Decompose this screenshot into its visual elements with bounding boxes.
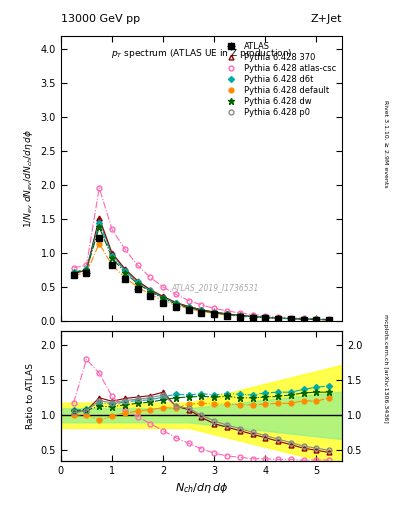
Text: ATLAS_2019_I1736531: ATLAS_2019_I1736531 [172, 283, 259, 292]
Text: Rivet 3.1.10, ≥ 2.9M events: Rivet 3.1.10, ≥ 2.9M events [383, 99, 388, 187]
X-axis label: $N_{ch}/d\eta\,d\phi$: $N_{ch}/d\eta\,d\phi$ [174, 481, 228, 495]
Legend: ATLAS, Pythia 6.428 370, Pythia 6.428 atlas-csc, Pythia 6.428 d6t, Pythia 6.428 : ATLAS, Pythia 6.428 370, Pythia 6.428 at… [220, 40, 338, 119]
Text: $p_T$ spectrum (ATLAS UE in Z production): $p_T$ spectrum (ATLAS UE in Z production… [111, 47, 292, 60]
Text: mcplots.cern.ch [arXiv:1306.3436]: mcplots.cern.ch [arXiv:1306.3436] [383, 314, 388, 423]
Y-axis label: Ratio to ATLAS: Ratio to ATLAS [26, 363, 35, 429]
Text: Z+Jet: Z+Jet [310, 14, 342, 25]
Y-axis label: $1/N_{ev}\ dN_{ev}/dN_{ch}/d\eta\,d\phi$: $1/N_{ev}\ dN_{ev}/dN_{ch}/d\eta\,d\phi$ [22, 129, 35, 228]
Text: 13000 GeV pp: 13000 GeV pp [61, 14, 140, 25]
